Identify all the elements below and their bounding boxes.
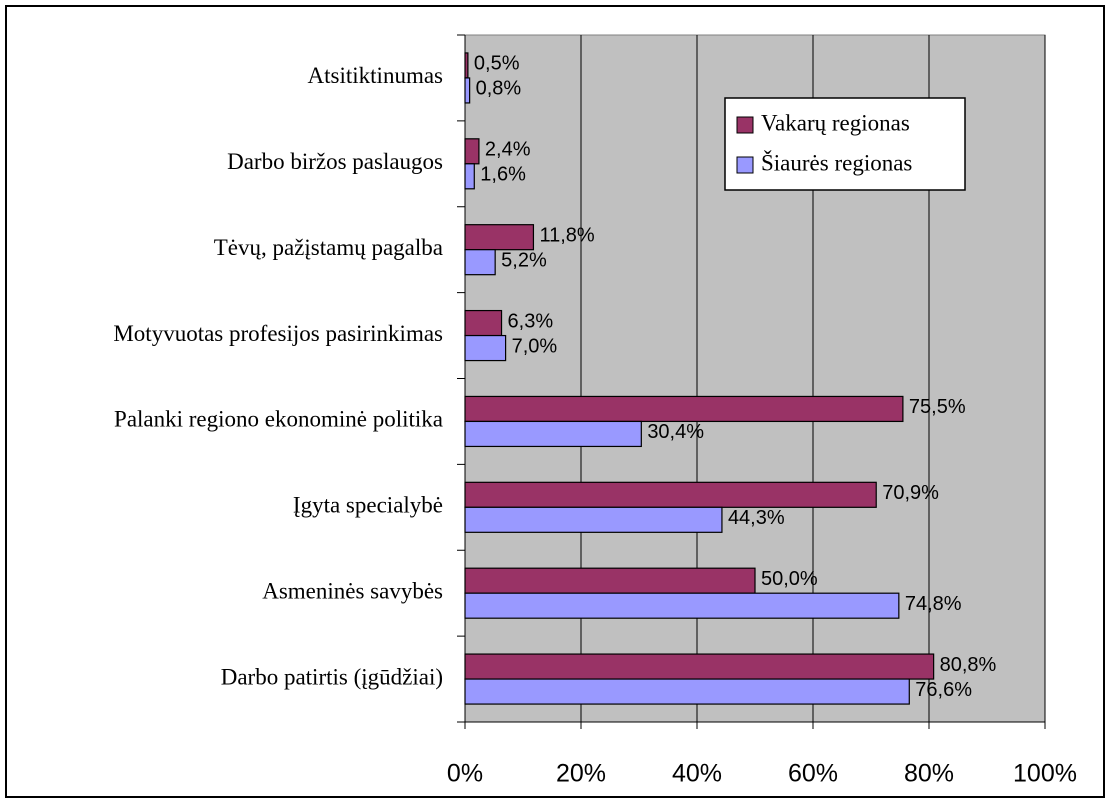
- x-tick-label: 80%: [904, 760, 954, 788]
- x-tick-label: 60%: [788, 760, 838, 788]
- data-label: 2,4%: [485, 139, 531, 161]
- y-tick-label: Palanki regiono ekonominė politika: [114, 407, 443, 432]
- bar: [464, 77, 471, 104]
- legend-swatch: [736, 156, 754, 174]
- data-label: 76,6%: [915, 679, 972, 701]
- data-label: 30,4%: [647, 421, 704, 443]
- bar: [464, 224, 535, 251]
- bar: [464, 506, 723, 533]
- data-label: 75,5%: [909, 396, 966, 418]
- bar: [464, 334, 507, 362]
- data-label: 70,9%: [882, 482, 939, 504]
- data-label: 6,3%: [508, 310, 554, 332]
- data-label: 50,0%: [761, 568, 818, 590]
- bar: [464, 138, 480, 165]
- x-tick-label: 40%: [672, 760, 722, 788]
- legend-label: Šiaurės regionas: [761, 149, 912, 175]
- bar: [464, 395, 904, 423]
- bar: [464, 309, 503, 337]
- bar: [464, 52, 469, 79]
- y-tick-label: Darbo patirtis (įgūdžiai): [221, 664, 443, 689]
- x-tick-label: 20%: [556, 760, 606, 788]
- bar: [464, 592, 900, 619]
- data-label: 5,2%: [501, 249, 547, 271]
- bar: [464, 249, 496, 276]
- y-tick-label: Darbo biržos paslaugos: [227, 149, 443, 174]
- y-tick-label: Atsitiktinumas: [308, 63, 444, 88]
- bar: [464, 420, 642, 448]
- bar: [464, 567, 756, 594]
- data-label: 44,3%: [728, 507, 785, 529]
- y-tick-label: Asmeninės savybės: [262, 578, 443, 603]
- data-label: 11,8%: [539, 224, 594, 246]
- data-label: 0,5%: [474, 53, 520, 75]
- y-tick-label: Tėvų, pažįstamų pagalba: [214, 235, 443, 260]
- data-label: 74,8%: [905, 593, 962, 615]
- x-tick-label: 0%: [447, 760, 483, 788]
- legend-label: Vakarų regionas: [761, 110, 910, 135]
- data-label: 7,0%: [512, 335, 558, 357]
- data-label: 80,8%: [940, 654, 997, 676]
- y-tick-label: Motyvuotas profesijos pasirinkimas: [113, 321, 443, 346]
- legend-swatch: [736, 116, 754, 134]
- legend-box: [724, 97, 966, 191]
- x-tick-label: 100%: [1013, 760, 1077, 788]
- bar: [464, 678, 910, 705]
- bar: [464, 481, 877, 508]
- data-label: 0,8%: [476, 78, 522, 100]
- bar: [464, 163, 475, 190]
- y-tick-label: Įgyta specialybė: [293, 493, 443, 518]
- bar: [464, 653, 935, 680]
- data-label: 1,6%: [480, 164, 526, 186]
